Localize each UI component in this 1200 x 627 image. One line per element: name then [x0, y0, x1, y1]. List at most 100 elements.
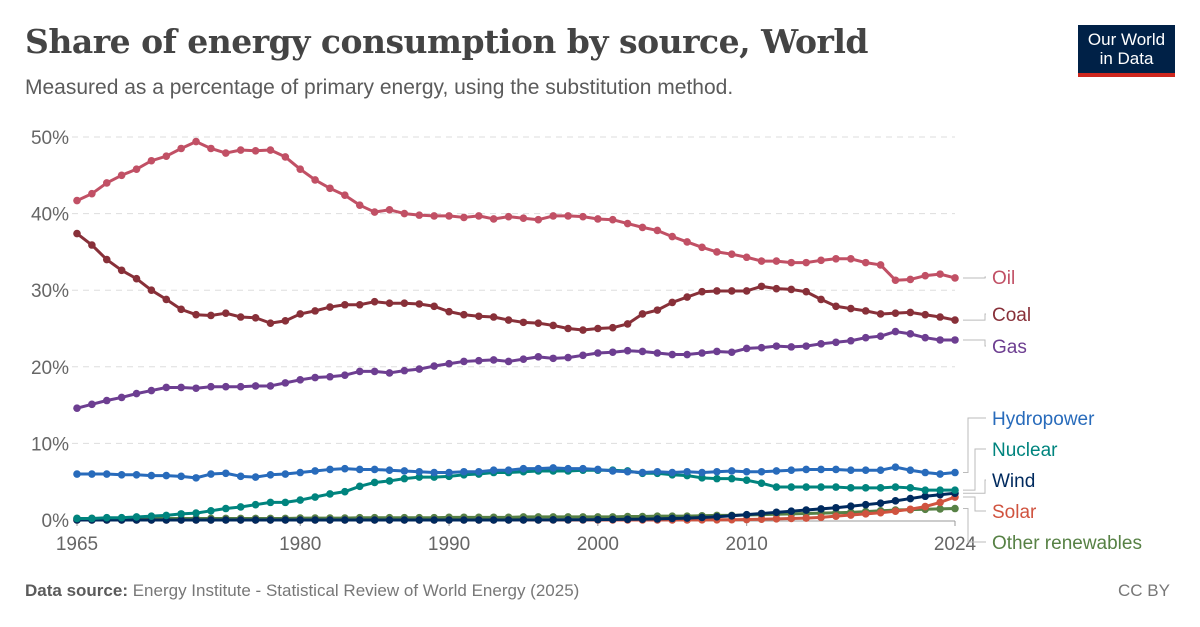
data-point [88, 241, 96, 249]
data-point [385, 477, 394, 485]
series-coal [73, 229, 959, 334]
data-point [772, 284, 781, 293]
license[interactable]: CC BY [1118, 581, 1170, 600]
series-label: Wind [992, 471, 1035, 492]
data-point [102, 513, 111, 522]
data-point [236, 472, 245, 481]
x-tick-label: 1965 [56, 534, 98, 555]
data-point [921, 486, 930, 494]
data-point [177, 472, 185, 481]
data-point [534, 215, 543, 224]
data-point [415, 467, 424, 476]
data-point [489, 313, 498, 321]
data-point [802, 506, 810, 514]
data-point [132, 471, 141, 479]
data-point [757, 479, 766, 488]
data-point [281, 470, 290, 478]
data-point [579, 515, 587, 524]
data-point [385, 466, 394, 475]
data-point [608, 515, 617, 524]
data-point [73, 470, 81, 478]
logo-line-2: in Data [1099, 49, 1154, 68]
data-point [281, 317, 290, 325]
data-point [757, 515, 766, 524]
data-point [727, 467, 736, 475]
data-point [936, 270, 944, 278]
data-point [132, 165, 141, 173]
data-point [117, 171, 126, 180]
data-point [876, 499, 885, 507]
data-point [861, 510, 870, 518]
data-point [921, 333, 930, 342]
data-point [207, 144, 215, 153]
data-point [951, 316, 959, 324]
data-point [400, 209, 409, 218]
data-point [698, 474, 706, 482]
logo-line-1: Our World [1087, 30, 1166, 49]
data-point [638, 347, 647, 356]
data-point [891, 327, 900, 336]
y-tick-label: 10% [31, 434, 69, 455]
chart-title: Share of energy consumption by source, W… [25, 22, 868, 61]
y-tick-label: 20% [31, 358, 69, 379]
data-point [460, 357, 468, 366]
data-point [162, 152, 171, 160]
data-point [192, 509, 200, 517]
data-point [638, 515, 647, 523]
data-point [876, 332, 885, 340]
data-point [474, 212, 483, 220]
data-point [876, 484, 885, 492]
data-point [236, 382, 245, 391]
series-label: Solar [992, 502, 1037, 523]
data-point [936, 336, 944, 344]
data-point [713, 287, 721, 295]
data-point [921, 310, 930, 319]
data-point [73, 404, 81, 412]
data-point [474, 312, 483, 321]
data-point [817, 513, 825, 522]
data-point [608, 323, 617, 332]
data-point [921, 502, 930, 511]
data-point [668, 468, 677, 477]
y-tick-label: 40% [31, 205, 69, 226]
series-label: Oil [992, 268, 1015, 289]
data-point [534, 464, 543, 473]
data-point [341, 371, 349, 380]
data-point [266, 146, 275, 154]
series-label: Nuclear [992, 440, 1058, 461]
data-point [415, 300, 424, 308]
data-point [415, 211, 424, 219]
label-connector [963, 417, 986, 474]
data-point [489, 215, 498, 223]
data-point [727, 511, 736, 520]
data-point [236, 503, 245, 511]
data-point [847, 336, 855, 345]
data-point [802, 342, 810, 350]
data-point [713, 347, 721, 356]
data-point [311, 373, 319, 382]
data-point [921, 271, 930, 280]
data-point [102, 470, 111, 478]
label-connector [963, 508, 986, 543]
data-point [832, 338, 840, 347]
data-point [623, 219, 632, 228]
data-point [713, 248, 721, 256]
data-point [192, 310, 200, 319]
data-point [370, 516, 379, 524]
data-source-label: Data source: [25, 581, 128, 600]
data-point [608, 215, 617, 224]
data-point [192, 384, 200, 393]
data-point [251, 473, 260, 481]
data-point [504, 357, 513, 366]
series-label: Other renewables [992, 533, 1142, 554]
data-source-text[interactable]: Energy Institute - Statistical Review of… [132, 581, 580, 600]
data-point [653, 306, 662, 314]
data-point [951, 274, 959, 282]
data-point [222, 516, 230, 524]
x-tick-label: 1980 [279, 534, 321, 555]
data-point [296, 468, 305, 477]
data-point [817, 483, 825, 491]
data-point [742, 253, 751, 262]
owid-logo[interactable]: Our World in Data [1078, 25, 1175, 77]
